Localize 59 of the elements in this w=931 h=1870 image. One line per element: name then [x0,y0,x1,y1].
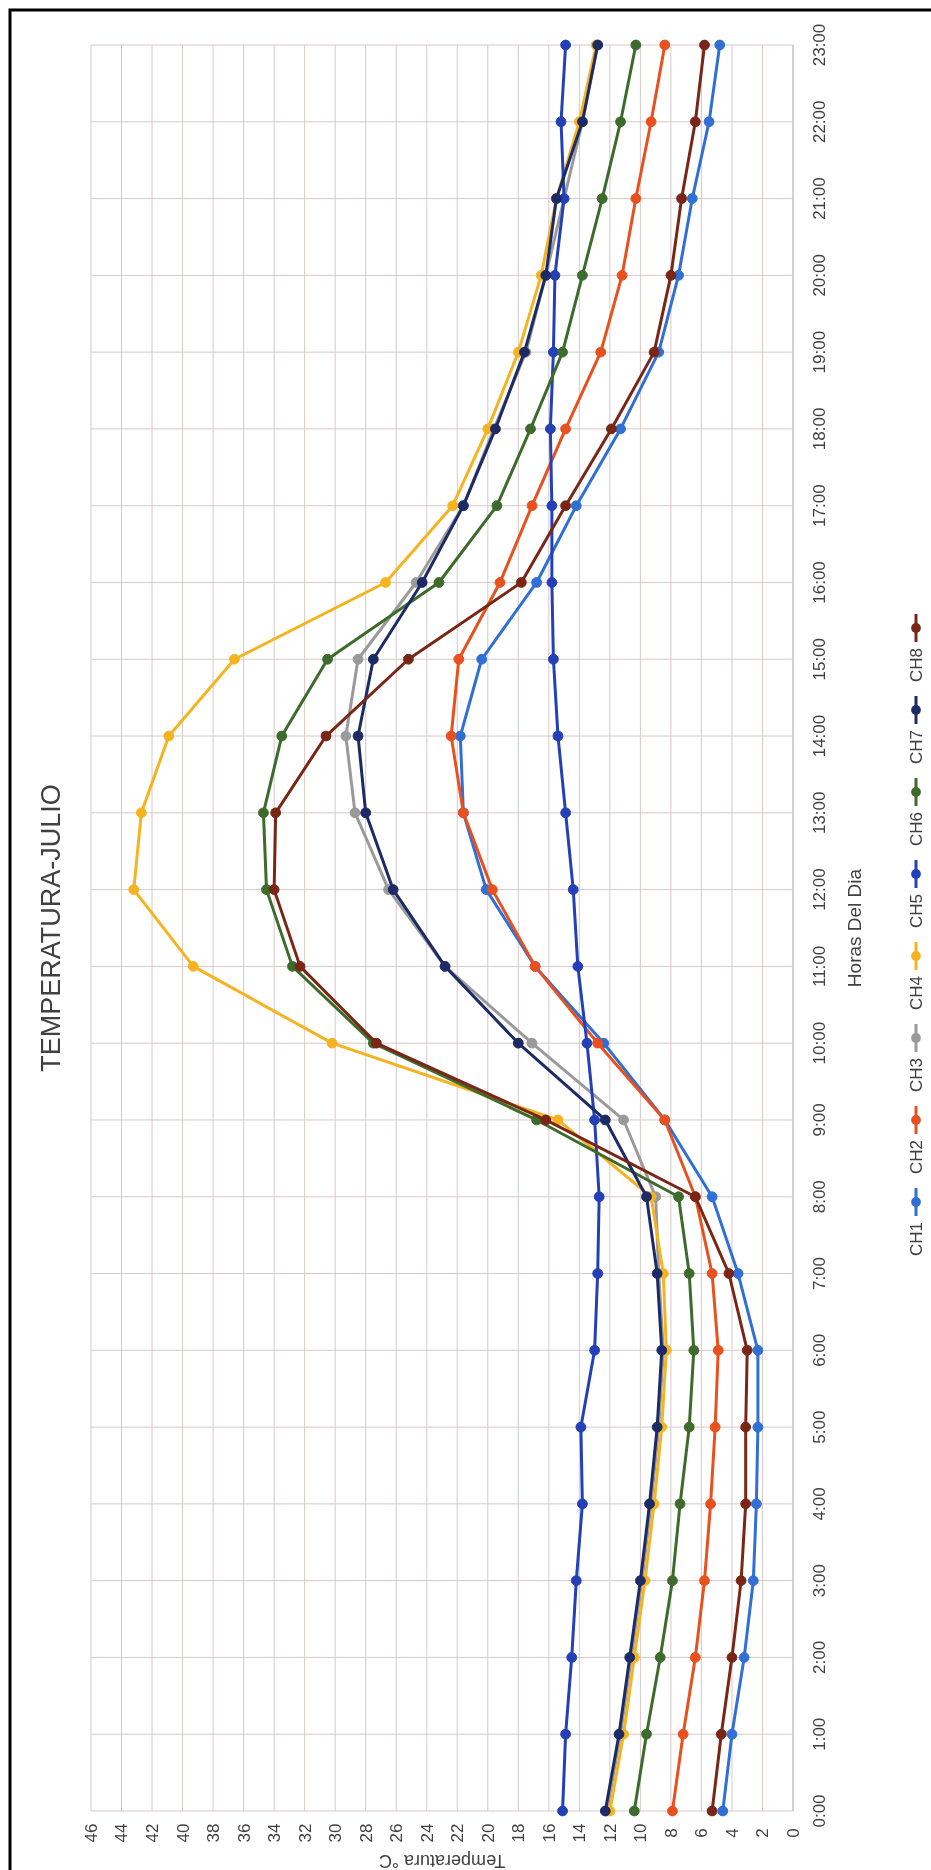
x-tick-label: 44 [112,1823,132,1843]
x-tick-label: 4 [722,1828,742,1838]
x-tick-label: 0 [783,1828,803,1838]
y-tick-label: 13:00 [810,791,829,835]
x-tick-label: 22 [448,1823,468,1843]
x-tick-label: 46 [81,1823,101,1843]
x-tick-label: 6 [692,1828,712,1838]
legend-label: CH3 [906,1057,926,1092]
x-tick-label: 40 [173,1823,193,1843]
y-tick-label: 17:00 [810,484,829,527]
legend-label: CH1 [906,1221,926,1256]
y-tick-label: 22:00 [810,100,829,144]
x-tick-label: 2 [753,1828,773,1838]
y-tick-label: 6:00 [810,1333,829,1367]
y-tick-label: 19:00 [810,330,829,374]
legend-label: CH5 [906,893,926,928]
y-axis-title: Horas Del Dia [844,868,865,988]
legend-label: CH2 [906,1139,926,1174]
y-tick-label: 10:00 [810,1021,829,1065]
y-tick-label: 5:00 [810,1410,829,1444]
y-tick-label: 18:00 [810,407,829,451]
x-tick-label: 30 [326,1823,346,1843]
x-tick-label: 42 [142,1823,162,1843]
y-tick-label: 14:00 [810,714,829,758]
x-tick-label: 14 [570,1823,590,1843]
x-tick-label: 26 [387,1823,407,1843]
legend-label: CH4 [906,975,926,1010]
y-tick-label: 8:00 [810,1180,829,1214]
x-tick-label: 10 [631,1823,651,1843]
y-tick-label: 9:00 [810,1103,829,1137]
y-tick-label: 0:00 [810,1794,829,1828]
x-tick-label: 12 [600,1823,620,1843]
y-tick-label: 16:00 [810,561,829,604]
y-tick-label: 7:00 [810,1256,829,1291]
y-tick-label: 1:00 [810,1717,829,1751]
y-tick-label: 11:00 [810,945,829,988]
y-tick-label: 21:00 [810,177,829,220]
x-tick-label: 18 [509,1823,529,1843]
y-tick-label: 4:00 [810,1487,829,1521]
x-tick-label: 36 [234,1823,254,1843]
y-tick-label: 3:00 [810,1564,829,1598]
text: TEMPERATURA-JULIO [36,784,66,1072]
y-tick-label: 20:00 [810,254,829,297]
x-tick-label: 8 [661,1828,681,1838]
legend-label: CH7 [906,729,926,764]
x-tick-label: 38 [204,1823,224,1843]
x-tick-label: 34 [265,1823,285,1843]
x-tick-label: 24 [417,1823,437,1843]
x-tick-label: 16 [539,1823,559,1843]
x-tick-label: 32 [295,1823,315,1843]
y-tick-label: 2:00 [810,1640,829,1674]
x-axis-title: Temperatura °C [378,1851,506,1870]
x-tick-label: 28 [356,1823,376,1843]
legend-label: CH8 [906,647,926,682]
legend-label: CH6 [906,811,926,846]
x-tick-label: 20 [478,1823,498,1843]
y-tick-label: 12:00 [810,868,829,911]
y-tick-label: 23:00 [810,23,829,67]
y-tick-label: 15:00 [810,637,829,681]
